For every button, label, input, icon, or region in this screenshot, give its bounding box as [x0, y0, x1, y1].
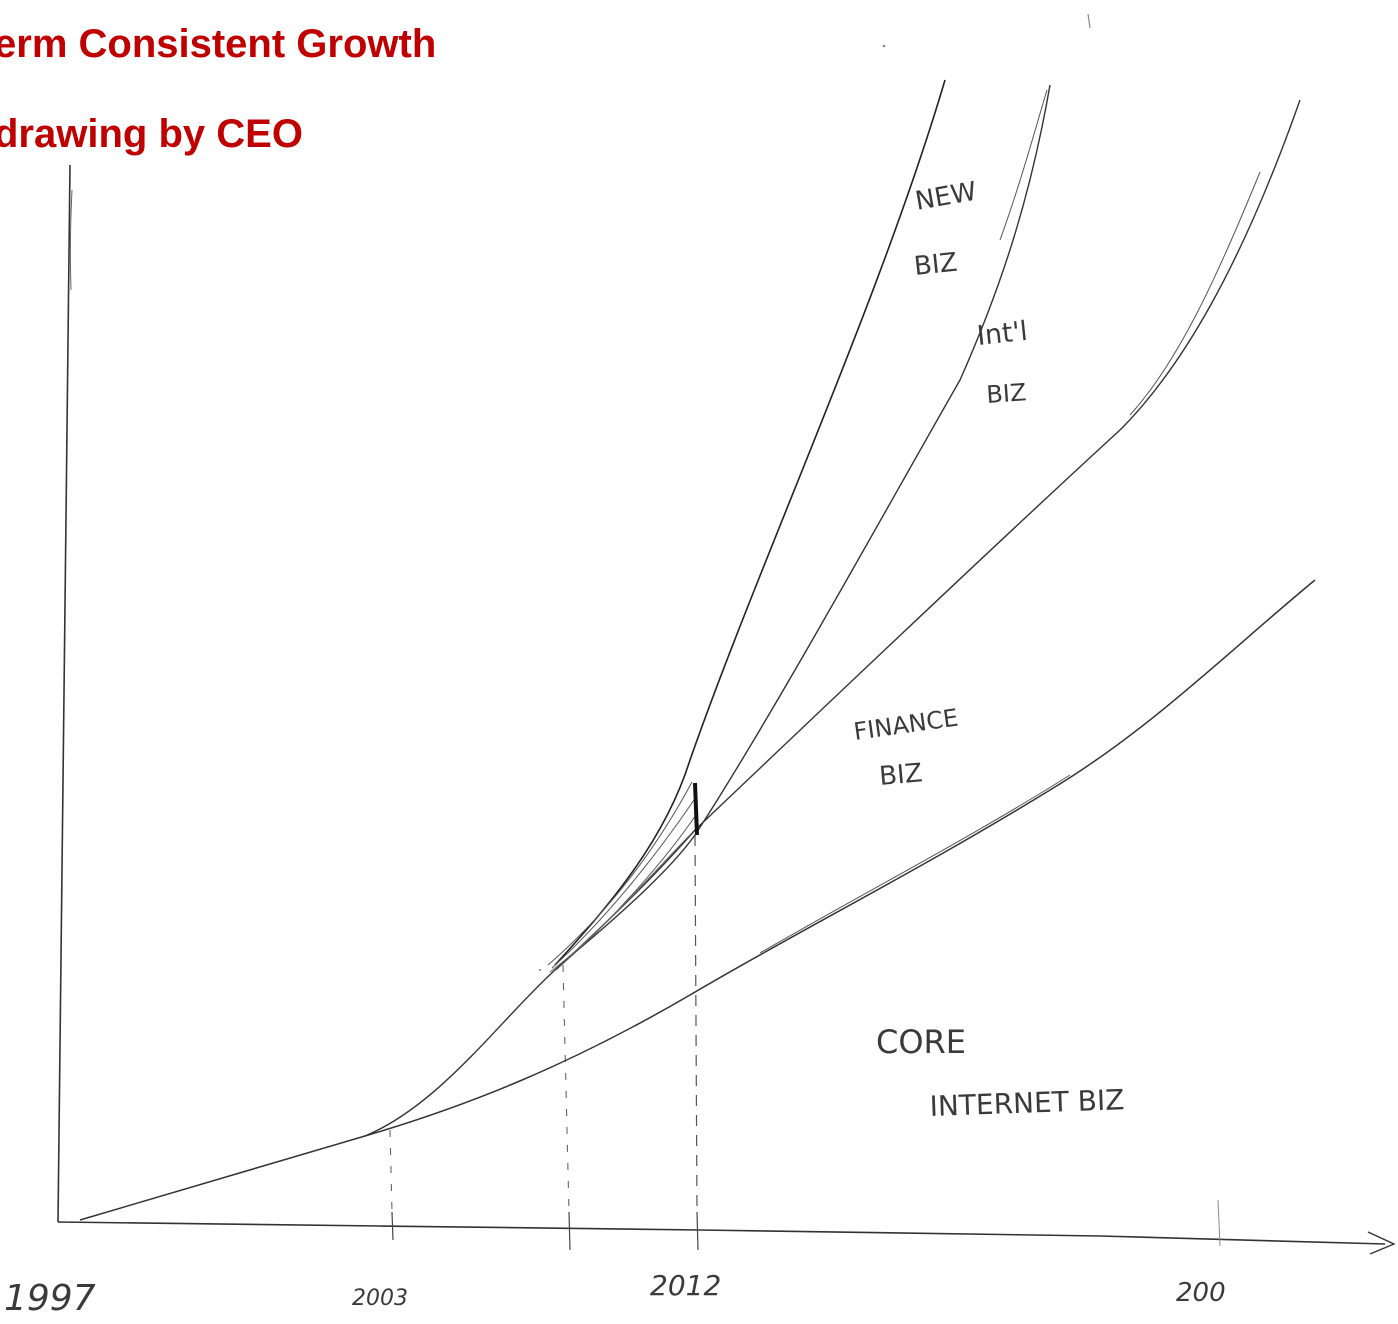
- fan-strand: [551, 799, 695, 969]
- tick-mid: [568, 1211, 571, 1251]
- stray-mark: [1087, 13, 1091, 29]
- stray-dot: [538, 968, 542, 972]
- dashed-line-mid: [562, 964, 570, 1213]
- label-new-biz-line1: NEW: [913, 177, 979, 217]
- y-axis-overstroke: [69, 189, 73, 291]
- finance-biz-curve: [364, 99, 1301, 1137]
- label-intl-biz-line2: BIZ: [985, 378, 1027, 409]
- page-title: erm Consistent Growth: [0, 22, 437, 66]
- axis-label-1997: 1997: [4, 1278, 96, 1319]
- intl-biz-curve: [559, 84, 1051, 966]
- x-axis: [57, 1221, 1386, 1245]
- fan-strand: [549, 834, 691, 973]
- label-new-biz-line2: BIZ: [913, 248, 959, 282]
- dashed-line-2003: [389, 1129, 393, 1213]
- label-core-line2: INTERNET BIZ: [929, 1083, 1125, 1123]
- page-subtitle: drawing by CEO: [0, 112, 303, 156]
- finance-biz-curve-overstroke: [1129, 171, 1261, 416]
- intl-biz-curve-overstroke: [999, 89, 1048, 241]
- core-internet-curve: [79, 579, 1316, 1221]
- label-finance-biz-line1: FINANCE: [852, 704, 960, 746]
- tick-end: [1217, 1199, 1221, 1247]
- core-internet-curve-overstroke: [759, 774, 1071, 954]
- tick-2012: [696, 1211, 699, 1251]
- fan-strand: [547, 781, 693, 966]
- y-axis: [57, 164, 71, 1223]
- tick-2003: [391, 1211, 394, 1241]
- new-biz-curve: [554, 79, 946, 966]
- axis-label-2012: 2012: [650, 1269, 721, 1302]
- x-axis-arrowhead: [1367, 1231, 1396, 1255]
- label-finance-biz-line2: BIZ: [878, 758, 924, 792]
- axis-label-2003: 2003: [352, 1286, 408, 1311]
- label-core-line1: CORE: [876, 1023, 966, 1061]
- label-intl-biz-line1: Int'l: [975, 316, 1029, 352]
- dashed-line-2012: [694, 834, 698, 1213]
- mark-2012: [693, 782, 699, 836]
- stray-dot: [882, 44, 886, 48]
- fan-strand: [555, 814, 697, 971]
- axis-label-200: 200: [1176, 1278, 1226, 1308]
